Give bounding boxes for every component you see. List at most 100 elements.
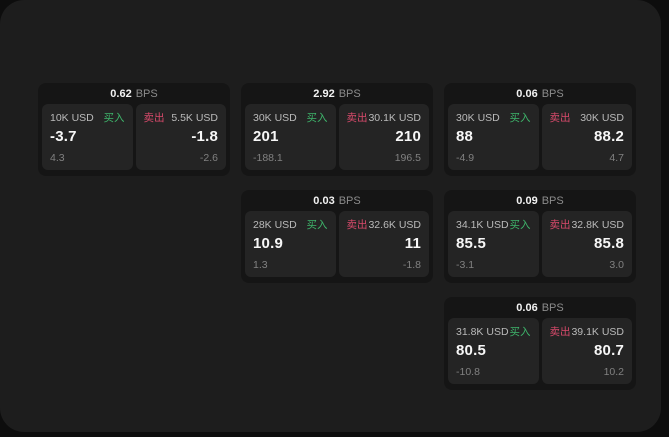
sell-panel[interactable]: 卖出 30.1K USD 210 196.5 xyxy=(338,104,429,170)
card-panels: 30K USD 买入 201 -188.1 卖出 30.1K USD 210 1… xyxy=(241,104,433,176)
buy-price: 85.5 xyxy=(456,235,486,252)
buy-price: 10.9 xyxy=(253,235,283,252)
sell-delta: -1.8 xyxy=(402,259,421,271)
buy-delta: 4.3 xyxy=(50,152,65,164)
quote-card: 2.92 BPS 30K USD 买入 201 -188.1 卖出 30.1K … xyxy=(241,83,433,176)
bps-unit-label: BPS xyxy=(135,87,158,100)
buy-panel[interactable]: 30K USD 买入 201 -188.1 xyxy=(245,104,336,170)
sell-panel-top: 卖出 30K USD xyxy=(550,112,625,124)
sell-label: 卖出 xyxy=(346,219,368,231)
card-header: 0.03 BPS xyxy=(241,190,433,211)
bps-unit-label: BPS xyxy=(541,87,564,100)
card-header: 2.92 BPS xyxy=(241,83,433,104)
bps-value: 0.06 xyxy=(516,87,538,100)
card-header: 0.62 BPS xyxy=(38,83,230,104)
bps-value: 0.09 xyxy=(516,194,538,207)
card-panels: 28K USD 买入 10.9 1.3 卖出 32.6K USD 11 -1.8 xyxy=(241,211,433,283)
sell-label: 卖出 xyxy=(143,112,165,124)
sell-label: 卖出 xyxy=(549,219,571,231)
app-surface: 0.62 BPS 10K USD 买入 -3.7 4.3 卖出 5.5K USD xyxy=(0,0,661,432)
buy-label: 买入 xyxy=(306,219,328,231)
bps-unit-label: BPS xyxy=(541,194,564,207)
buy-price: 80.5 xyxy=(456,342,486,359)
sell-label: 卖出 xyxy=(346,112,368,124)
buy-price: 201 xyxy=(253,128,279,145)
buy-amount: 30K USD xyxy=(253,112,297,124)
card-header: 0.09 BPS xyxy=(444,190,636,211)
buy-label: 买入 xyxy=(306,112,328,124)
bps-value: 0.62 xyxy=(110,87,132,100)
sell-price: 210 xyxy=(395,128,421,145)
buy-panel-top: 34.1K USD 买入 xyxy=(456,219,531,231)
sell-amount: 39.1K USD xyxy=(571,326,624,338)
buy-panel-top: 30K USD 买入 xyxy=(253,112,328,124)
bps-value: 0.03 xyxy=(313,194,335,207)
sell-price: 85.8 xyxy=(594,235,624,252)
buy-label: 买入 xyxy=(103,112,125,124)
buy-label: 买入 xyxy=(509,219,531,231)
buy-panel[interactable]: 31.8K USD 买入 80.5 -10.8 xyxy=(448,318,539,384)
buy-label: 买入 xyxy=(509,112,531,124)
sell-delta: 10.2 xyxy=(603,366,624,378)
bps-unit-label: BPS xyxy=(541,301,564,314)
quote-card: 0.06 BPS 30K USD 买入 88 -4.9 卖出 30K USD xyxy=(444,83,636,176)
buy-label: 买入 xyxy=(509,326,531,338)
quote-card: 0.09 BPS 34.1K USD 买入 85.5 -3.1 卖出 32.8K… xyxy=(444,190,636,283)
buy-amount: 10K USD xyxy=(50,112,94,124)
card-panels: 30K USD 买入 88 -4.9 卖出 30K USD 88.2 4.7 xyxy=(444,104,636,176)
sell-panel[interactable]: 卖出 39.1K USD 80.7 10.2 xyxy=(541,318,632,384)
buy-delta: 1.3 xyxy=(253,259,268,271)
sell-delta: 196.5 xyxy=(394,152,421,164)
sell-price: -1.8 xyxy=(191,128,218,145)
sell-delta: 4.7 xyxy=(609,152,624,164)
sell-panel-top: 卖出 30.1K USD xyxy=(347,112,422,124)
buy-amount: 31.8K USD xyxy=(456,326,509,338)
sell-panel-top: 卖出 5.5K USD xyxy=(144,112,219,124)
card-panels: 34.1K USD 买入 85.5 -3.1 卖出 32.8K USD 85.8… xyxy=(444,211,636,283)
sell-panel[interactable]: 卖出 30K USD 88.2 4.7 xyxy=(541,104,632,170)
buy-panel-top: 31.8K USD 买入 xyxy=(456,326,531,338)
sell-label: 卖出 xyxy=(549,326,571,338)
bps-unit-label: BPS xyxy=(338,87,361,100)
buy-delta: -3.1 xyxy=(456,259,475,271)
sell-panel[interactable]: 卖出 32.6K USD 11 -1.8 xyxy=(338,211,429,277)
buy-panel-top: 30K USD 买入 xyxy=(456,112,531,124)
buy-panel[interactable]: 30K USD 买入 88 -4.9 xyxy=(448,104,539,170)
buy-amount: 30K USD xyxy=(456,112,500,124)
bps-unit-label: BPS xyxy=(338,194,361,207)
buy-panel[interactable]: 10K USD 买入 -3.7 4.3 xyxy=(42,104,133,170)
buy-panel[interactable]: 28K USD 买入 10.9 1.3 xyxy=(245,211,336,277)
buy-panel-top: 10K USD 买入 xyxy=(50,112,125,124)
sell-amount: 32.6K USD xyxy=(368,219,421,231)
sell-price: 88.2 xyxy=(594,128,624,145)
buy-panel-top: 28K USD 买入 xyxy=(253,219,328,231)
sell-delta: -2.6 xyxy=(199,152,218,164)
sell-price: 11 xyxy=(404,235,421,252)
sell-price: 80.7 xyxy=(594,342,624,359)
buy-amount: 34.1K USD xyxy=(456,219,509,231)
sell-panel-top: 卖出 32.6K USD xyxy=(347,219,422,231)
buy-delta: -4.9 xyxy=(456,152,475,164)
sell-panel[interactable]: 卖出 32.8K USD 85.8 3.0 xyxy=(541,211,632,277)
quote-card-grid: 0.62 BPS 10K USD 买入 -3.7 4.3 卖出 5.5K USD xyxy=(38,83,636,390)
sell-panel-top: 卖出 32.8K USD xyxy=(550,219,625,231)
sell-label: 卖出 xyxy=(549,112,571,124)
card-header: 0.06 BPS xyxy=(444,297,636,318)
card-header: 0.06 BPS xyxy=(444,83,636,104)
sell-amount: 5.5K USD xyxy=(171,112,218,124)
quote-card: 0.03 BPS 28K USD 买入 10.9 1.3 卖出 32.6K US… xyxy=(241,190,433,283)
buy-delta: -10.8 xyxy=(456,366,480,378)
buy-price: 88 xyxy=(456,128,474,145)
sell-panel[interactable]: 卖出 5.5K USD -1.8 -2.6 xyxy=(135,104,226,170)
sell-panel-top: 卖出 39.1K USD xyxy=(550,326,625,338)
buy-delta: -188.1 xyxy=(253,152,283,164)
quote-card: 0.06 BPS 31.8K USD 买入 80.5 -10.8 卖出 39.1… xyxy=(444,297,636,390)
sell-amount: 30K USD xyxy=(580,112,624,124)
buy-panel[interactable]: 34.1K USD 买入 85.5 -3.1 xyxy=(448,211,539,277)
sell-amount: 30.1K USD xyxy=(368,112,421,124)
sell-amount: 32.8K USD xyxy=(571,219,624,231)
buy-amount: 28K USD xyxy=(253,219,297,231)
sell-delta: 3.0 xyxy=(609,259,624,271)
buy-price: -3.7 xyxy=(50,128,77,145)
bps-value: 0.06 xyxy=(516,301,538,314)
